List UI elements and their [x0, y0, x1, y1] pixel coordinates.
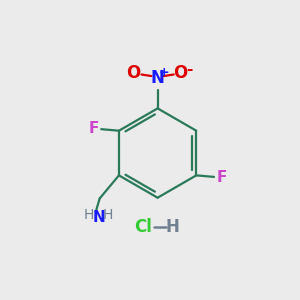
Text: O: O: [174, 64, 188, 82]
Text: F: F: [88, 121, 99, 136]
Text: H: H: [165, 218, 179, 236]
Text: N: N: [92, 210, 105, 225]
Text: -: -: [186, 61, 192, 76]
Text: Cl: Cl: [134, 218, 152, 236]
Text: H: H: [84, 208, 94, 222]
Text: H: H: [102, 208, 112, 222]
Text: O: O: [127, 64, 141, 82]
Text: N: N: [151, 69, 164, 87]
Text: F: F: [217, 170, 227, 185]
Text: +: +: [158, 66, 169, 79]
